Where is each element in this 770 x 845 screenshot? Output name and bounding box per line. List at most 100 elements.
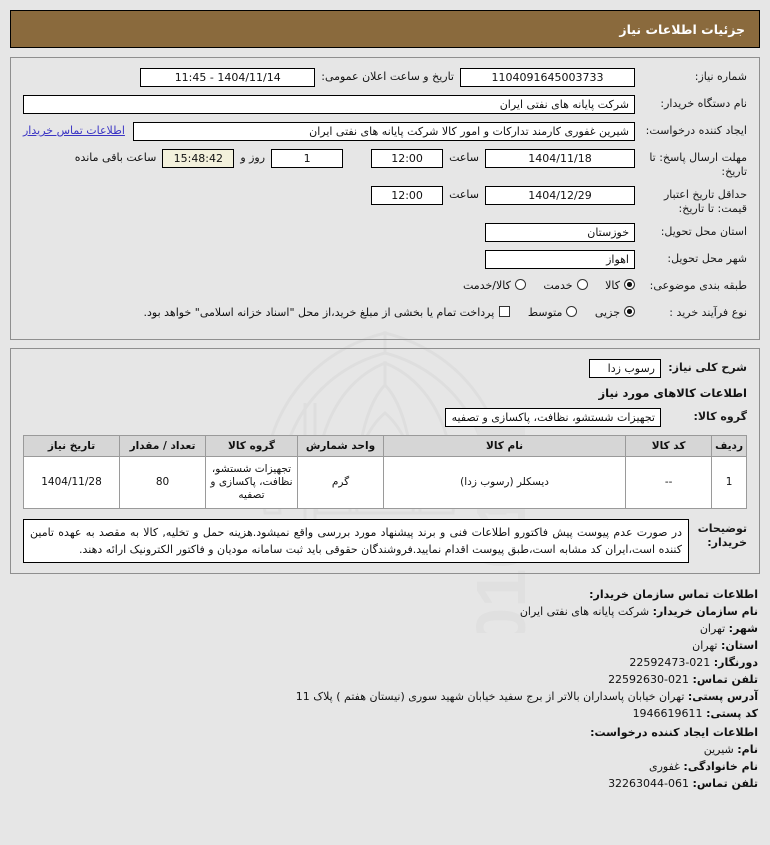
radio-label-kala: کالا [605,279,620,292]
buyer-phone-line: تلفن تماس: 22592630-021 [12,671,758,688]
table-header-row: ردیف کد کالا نام کالا واحد شمارش گروه کا… [23,435,747,457]
countdown-label: ساعت باقی مانده [74,151,157,164]
validity-hour-label: ساعت [449,188,479,201]
creator-first-line: نام: شیرین [12,741,758,758]
col-need-date: تاریخ نیاز [23,435,120,457]
buyer-postal-line: کد پستی: 1946619611 [12,705,758,722]
row-deadline: مهلت ارسال پاسخ: تا تاریخ: 1404/11/18 سا… [23,149,747,179]
creator-last-line: نام خانوادگی: غفوری [12,758,758,775]
buyer-phone-val: 22592630-021 [608,673,690,686]
creator-phone-val: 32263044-061 [608,777,690,790]
buyer-fax-key: دورنگار: [713,656,758,669]
need-info-panel: شماره نیاز: 1104091645003733 تاریخ و ساع… [10,57,760,340]
buyer-contact-link[interactable]: اطلاعات تماس خریدار [23,124,125,137]
announce-value: 1404/11/14 - 11:45 [140,68,316,87]
radio-category-kala[interactable]: کالا [602,279,635,292]
buyer-phone-key: تلفن تماس: [692,673,758,686]
buyer-contact-title: اطلاعات تماس سازمان خریدار: [589,588,758,601]
col-item-name: نام کالا [382,435,627,457]
creator-phone-line: تلفن تماس: 32263044-061 [12,775,758,792]
radio-category-khedmat[interactable]: خدمت [540,279,588,292]
process-label: نوع فرآیند خرید : [669,306,747,319]
col-quantity: تعداد / مقدار [119,435,206,457]
creator-first-val: شیرین [703,743,734,756]
row-process-type: نوع فرآیند خرید : جزیی متوسط پرداخت تمام… [23,304,747,324]
item-group-value: تجهیزات شستشو، نظافت، پاکسازی و تصفیه [445,408,661,427]
radio-icon-motevaset [566,306,578,317]
creator-label: ایجاد کننده درخواست: [645,124,747,137]
col-item-code: کد کالا [625,435,713,457]
deadline-date: 1404/11/18 [485,149,635,168]
cell-unit: گرم [297,456,384,509]
buyer-org-value: شرکت پایانه های نفتی ایران [23,95,635,114]
need-desc-label: شرح کلی نیاز: [668,361,747,374]
checkbox-treasury[interactable]: پرداخت تمام یا بخشی از مبلغ خرید،از محل … [144,306,511,319]
buyer-postal-val: 1946619611 [632,707,703,720]
page-root: جزئیات اطلاعات نیاز شماره نیاز: 11040916… [10,10,760,792]
row-item-group: گروه کالا: تجهیزات شستشو، نظافت، پاکسازی… [23,408,747,428]
cell-need-date: 1404/11/28 [23,456,120,509]
radio-icon-jozii [624,306,635,317]
deadline-hour-label: ساعت [449,151,479,164]
buyer-postal-key: کد پستی: [706,707,758,720]
items-table: ردیف کد کالا نام کالا واحد شمارش گروه کا… [23,435,747,509]
buyer-org-key: نام سازمان خریدار: [652,605,758,618]
radio-label-kala-khedmat: کالا/خدمت [463,279,511,292]
cell-group: تجهیزات شستشو، نظافت، پاکسازی و تصفیه [205,456,298,509]
days-remaining: 1 [271,149,344,168]
radio-icon-kala-khedmat [514,279,526,290]
radio-process-motevaset[interactable]: متوسط [524,306,578,319]
province-label: استان محل تحویل: [660,225,747,238]
buyer-province-line: استان: تهران [12,637,758,654]
creator-last-key: نام خانوادگی: [683,760,758,773]
page-title: جزئیات اطلاعات نیاز [10,10,760,48]
validity-label: حداقل تاریخ اعتبار قیمت: تا تاریخ: [663,188,747,215]
category-label: طبقه بندی موضوعی: [649,279,747,292]
checkbox-icon-treasury [499,306,511,317]
deadline-label: مهلت ارسال پاسخ: تا تاریخ: [649,151,747,178]
creator-value: شیرین غفوری کارمند تدارکات و امور کالا ش… [132,122,635,141]
city-label: شهر محل تحویل: [667,252,747,265]
validity-time: 12:00 [371,186,444,205]
row-creator: ایجاد کننده درخواست: شیرین غفوری کارمند … [23,122,747,142]
radio-icon-khedmat [576,279,588,290]
buyer-org-line: نام سازمان خریدار: شرکت پایانه های نفتی … [12,603,758,620]
buyer-fax-val: 22592473-021 [629,656,711,669]
buyer-city-line: شهر: تهران [12,620,758,637]
table-row: 1 -- دیسکلر (رسوب زدا) گرم تجهیزات شستشو… [23,456,747,509]
need-number-label: شماره نیاز: [694,70,747,83]
col-group: گروه کالا [205,435,298,457]
buyer-notes: توضیحات خریدار: در صورت عدم پیوست پیش فا… [23,519,747,563]
checkbox-label-treasury: پرداخت تمام یا بخشی از مبلغ خرید،از محل … [143,306,495,319]
city-value: اهواز [485,250,635,269]
deadline-time: 12:00 [371,149,444,168]
radio-icon-kala [624,279,635,290]
row-province: استان محل تحویل: خوزستان [23,223,747,243]
row-city: شهر محل تحویل: اهواز [23,250,747,270]
province-value: خوزستان [485,223,635,242]
buyer-org-label: نام دستگاه خریدار: [660,97,747,110]
col-unit: واحد شمارش [297,435,384,457]
col-row-no: ردیف [711,435,747,457]
radio-label-motevaset: متوسط [527,306,563,319]
creator-contact-title: اطلاعات ایجاد کننده درخواست: [590,726,758,739]
buyer-fax-line: دورنگار: 22592473-021 [12,654,758,671]
need-number-value: 1104091645003733 [460,68,635,87]
radio-label-khedmat: خدمت [543,279,573,292]
row-need-number: شماره نیاز: 1104091645003733 تاریخ و ساع… [23,68,747,88]
cell-row-no: 1 [711,456,747,509]
creator-phone-key: تلفن تماس: [692,777,758,790]
cell-item-name: دیسکلر (رسوب زدا) [382,456,627,509]
radio-process-jozii[interactable]: جزیی [591,306,635,319]
row-buyer-org: نام دستگاه خریدار: شرکت پایانه های نفتی … [23,95,747,115]
creator-first-key: نام: [737,743,758,756]
validity-date: 1404/12/29 [485,186,635,205]
need-desc-value: رسوب زدا [589,359,661,378]
radio-category-kala-khedmat[interactable]: کالا/خدمت [463,279,526,292]
radio-label-jozii: جزیی [594,306,620,319]
buyer-city-val: تهران [699,622,726,635]
buyer-province-key: استان: [721,639,758,652]
contact-section: اطلاعات تماس سازمان خریدار: نام سازمان خ… [10,586,760,792]
buyer-address-val: تهران خیابان پاسداران بالاتر از برج سفید… [295,690,685,703]
buyer-city-key: شهر: [728,622,758,635]
